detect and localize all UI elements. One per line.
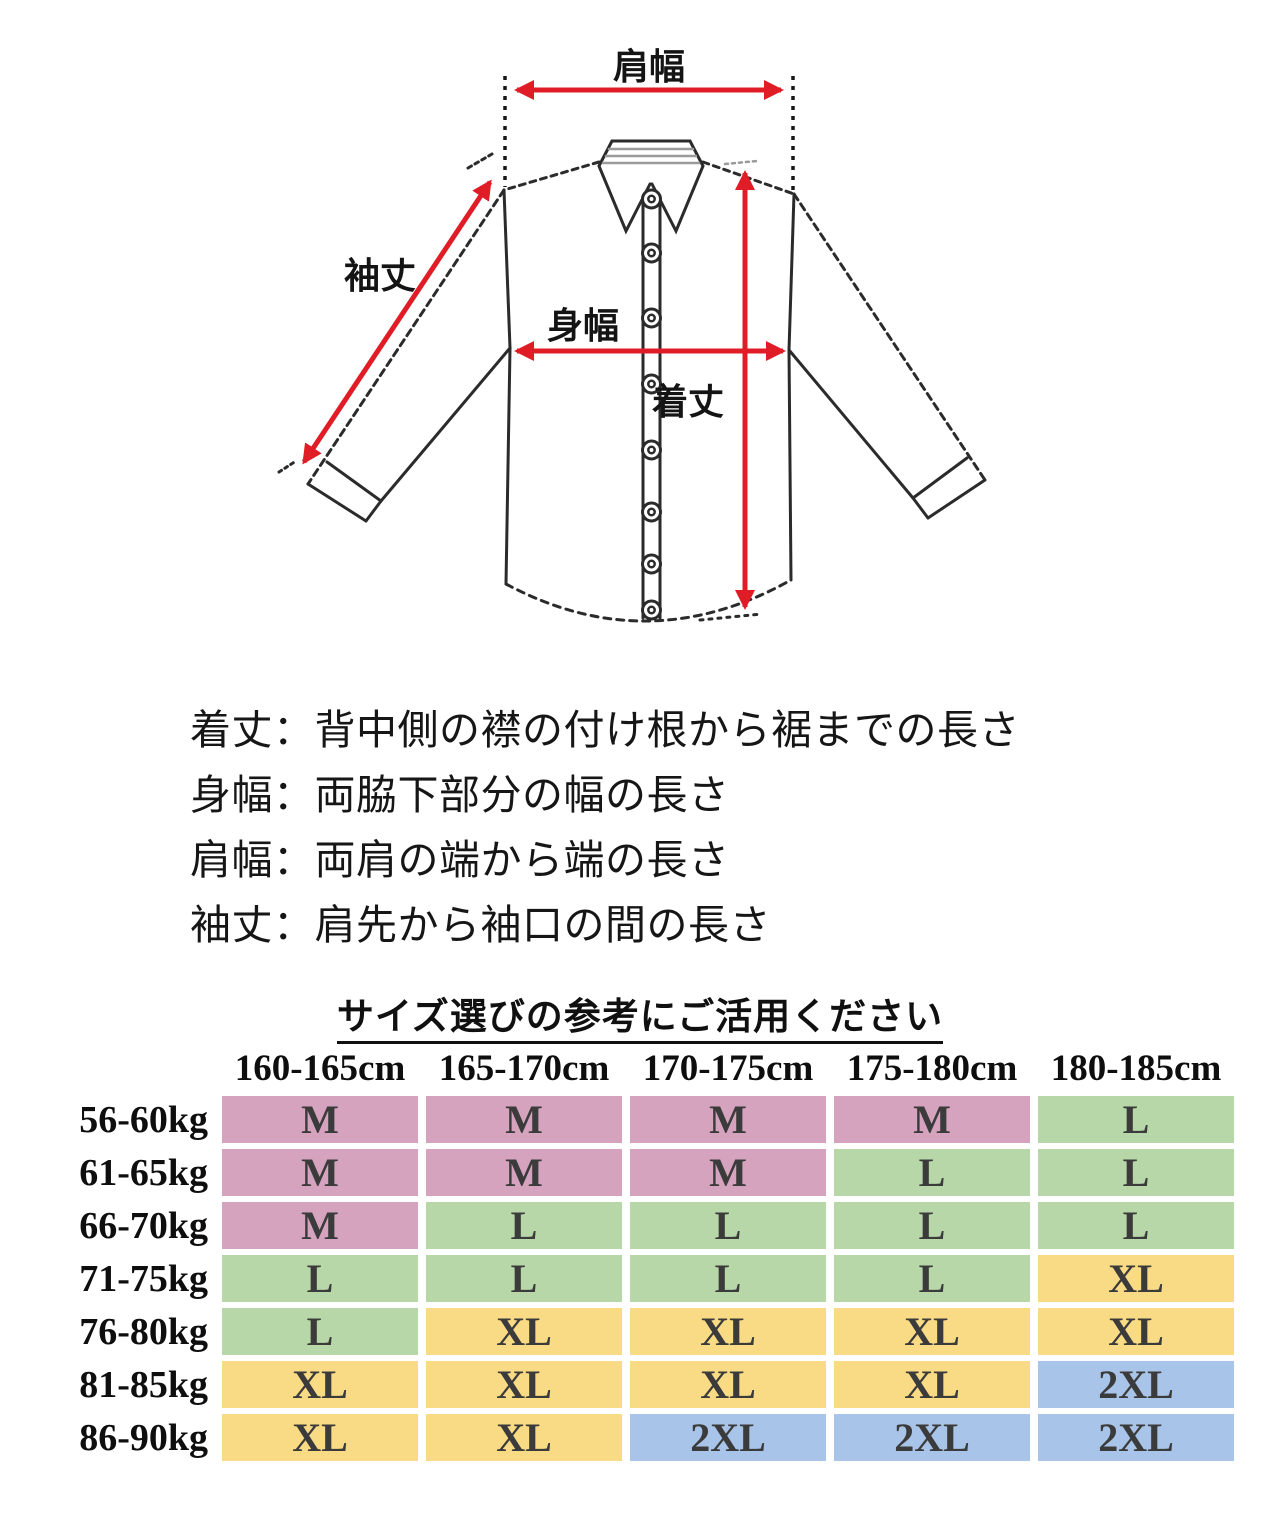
size-cell: XL	[630, 1308, 826, 1355]
weight-row-label: 61-65kg	[79, 1151, 208, 1194]
sleeve-length-label: 袖丈	[344, 255, 416, 296]
measurement-arrows	[301, 80, 786, 610]
height-column-header: 170-175cm	[642, 1047, 814, 1089]
size-cell: XL	[1038, 1308, 1234, 1355]
size-cell: XL	[834, 1308, 1030, 1355]
definition-body-length: 着丈：背中側の襟の付け根から裾までの長さ	[190, 707, 1020, 753]
size-cell: L	[222, 1308, 418, 1355]
size-cell: M	[222, 1096, 418, 1143]
size-cell: M	[426, 1096, 622, 1143]
shirt-buttons	[641, 188, 662, 621]
size-cell: M	[630, 1149, 826, 1196]
size-cell: M	[222, 1149, 418, 1196]
size-cell: 2XL	[834, 1414, 1030, 1461]
size-cell: XL	[426, 1308, 622, 1355]
size-cell: L	[426, 1202, 622, 1249]
size-cell: XL	[222, 1414, 418, 1461]
size-cell: L	[834, 1149, 1030, 1196]
size-cell: 2XL	[630, 1414, 826, 1461]
height-column-header: 165-170cm	[438, 1047, 610, 1089]
size-cell: 2XL	[1038, 1414, 1234, 1461]
size-cell: XL	[222, 1361, 418, 1408]
weight-row-label: 56-60kg	[79, 1098, 208, 1141]
weight-row-label: 66-70kg	[79, 1204, 208, 1247]
height-column-header: 160-165cm	[234, 1047, 406, 1089]
size-cell: L	[1038, 1202, 1234, 1249]
size-cell: L	[1038, 1096, 1234, 1143]
body-length-label: 着丈	[652, 381, 724, 422]
size-chart-title: サイズ選びの参考にご活用ください	[0, 986, 1280, 1044]
size-cell: M	[834, 1096, 1030, 1143]
weight-row-label: 81-85kg	[79, 1363, 208, 1406]
definition-body-width: 身幅：両脇下部分の幅の長さ	[190, 772, 730, 818]
height-column-header: 175-180cm	[846, 1047, 1018, 1089]
size-cell: XL	[630, 1361, 826, 1408]
size-cell: L	[834, 1255, 1030, 1302]
size-cell: L	[834, 1202, 1030, 1249]
size-cell: L	[630, 1255, 826, 1302]
size-cell: M	[630, 1096, 826, 1143]
size-cell: XL	[426, 1361, 622, 1408]
definition-shoulder-width: 肩幅：両肩の端から端の長さ	[190, 837, 730, 883]
table-corner-spacer	[54, 1046, 214, 1090]
size-cell: XL	[1038, 1255, 1234, 1302]
shoulder-guide-lines	[503, 76, 795, 192]
collar-band-stripes	[601, 147, 701, 165]
size-cell: M	[426, 1149, 622, 1196]
size-cell: M	[222, 1202, 418, 1249]
body-width-label: 身幅	[547, 305, 619, 346]
weight-row-label: 86-90kg	[79, 1416, 208, 1459]
definition-sleeve-length: 袖丈：肩先から袖口の間の長さ	[190, 902, 771, 948]
size-cell: XL	[426, 1414, 622, 1461]
size-cell: XL	[834, 1361, 1030, 1408]
shoulder-width-label: 肩幅	[613, 46, 685, 87]
sleeve-length-arrow	[301, 179, 493, 465]
shirt-outline	[277, 139, 987, 623]
measurement-definitions: 着丈：背中側の襟の付け根から裾までの長さ 身幅：両脇下部分の幅の長さ 肩幅：両肩…	[190, 698, 1020, 958]
size-cell: L	[222, 1255, 418, 1302]
size-cell: L	[1038, 1149, 1234, 1196]
size-cell: L	[426, 1255, 622, 1302]
size-cell: L	[630, 1202, 826, 1249]
size-chart-table: 160-165cm 165-170cm 170-175cm 175-180cm 180-…	[54, 1046, 1234, 1461]
shirt-measurement-diagram: 肩幅 袖丈 身幅 着丈	[277, 46, 987, 623]
weight-row-label: 76-80kg	[79, 1310, 208, 1353]
size-cell: 2XL	[1038, 1361, 1234, 1408]
height-column-header: 180-185cm	[1050, 1047, 1222, 1089]
weight-row-label: 71-75kg	[79, 1257, 208, 1300]
